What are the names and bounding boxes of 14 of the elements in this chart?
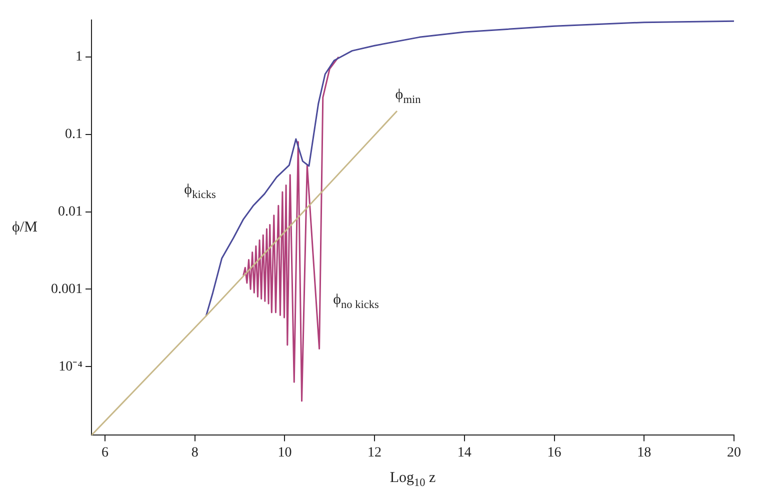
x-tick-label: 18 [637, 445, 652, 460]
x-tick-label: 8 [191, 445, 198, 460]
y-axis-title: ϕ/M [12, 220, 38, 236]
y-tick-label: 0.01 [58, 204, 82, 220]
y-tick-label: 10⁻⁴ [58, 359, 83, 374]
x-tick-label: 10 [278, 445, 292, 460]
x-tick-label: 6 [101, 445, 108, 460]
x-tick-label: 12 [368, 445, 382, 460]
y-tick-label: 0.001 [51, 282, 82, 297]
y-tick-label: 0.1 [65, 127, 82, 142]
y-tick-label: 1 [76, 50, 82, 65]
x-tick-label: 20 [727, 445, 741, 460]
x-tick-label: 16 [547, 445, 562, 460]
x-tick-label: 14 [457, 445, 472, 460]
